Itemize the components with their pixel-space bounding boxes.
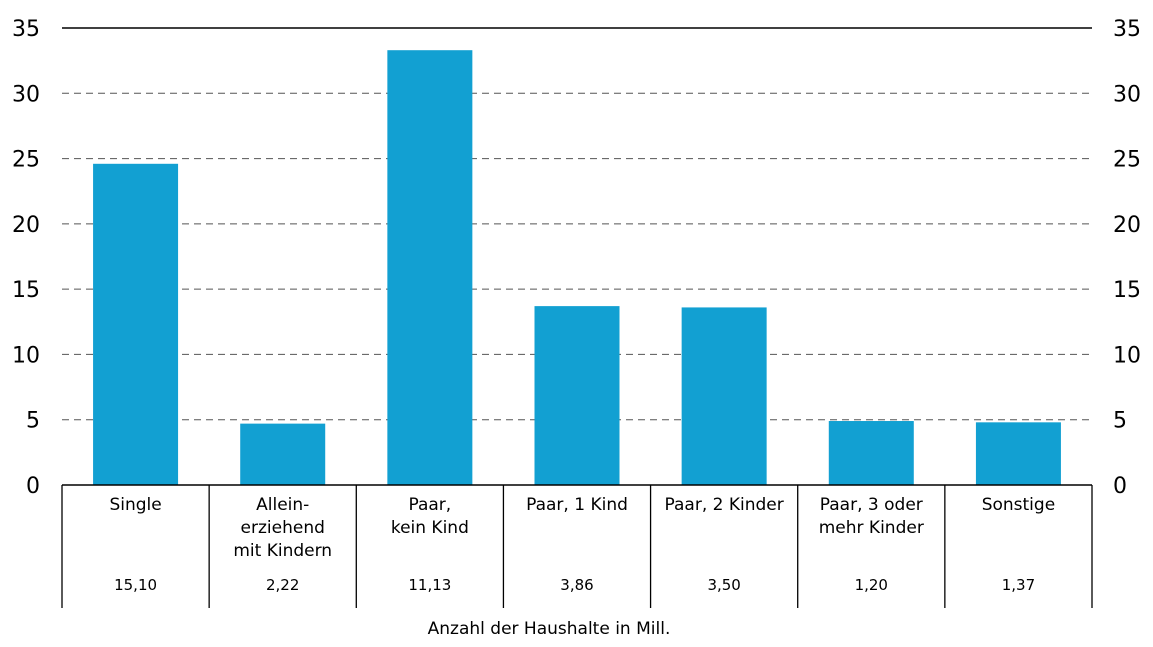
x-axis-label: Anzahl der Haushalte in Mill. — [428, 619, 671, 639]
category-label: Paar, — [408, 495, 451, 515]
household-count-label: 15,10 — [114, 576, 157, 594]
y-tick-label-left: 10 — [12, 343, 40, 368]
y-tick-label-right: 10 — [1113, 343, 1141, 368]
y-tick-label-left: 20 — [12, 213, 40, 238]
category-label: Paar, 1 Kind — [526, 495, 628, 515]
category-label: Sonstige — [982, 495, 1055, 515]
y-tick-label-right: 0 — [1113, 474, 1127, 499]
household-count-label: 3,50 — [707, 576, 740, 594]
category-label: Paar, 2 Kinder — [665, 495, 784, 515]
household-count-label: 11,13 — [408, 576, 451, 594]
category-label: erziehend — [241, 518, 325, 538]
bar — [387, 50, 473, 485]
y-tick-label-left: 35 — [12, 17, 40, 42]
y-tick-label-right: 30 — [1113, 82, 1141, 107]
category-label: Paar, 3 oder — [820, 495, 923, 515]
bar — [93, 163, 179, 485]
category-label: Single — [109, 495, 161, 515]
y-tick-label-right: 20 — [1113, 213, 1141, 238]
bar — [828, 421, 914, 485]
category-label: mit Kindern — [233, 541, 332, 561]
y-tick-label-right: 35 — [1113, 17, 1141, 42]
category-label: mehr Kinder — [819, 518, 924, 538]
category-label: kein Kind — [391, 518, 469, 538]
bar — [240, 423, 326, 485]
y-tick-label-right: 15 — [1113, 278, 1141, 303]
y-tick-label-left: 0 — [26, 474, 40, 499]
bar — [534, 306, 620, 485]
y-tick-label-left: 25 — [12, 148, 40, 173]
y-tick-label-left: 15 — [12, 278, 40, 303]
household-count-label: 1,20 — [855, 576, 888, 594]
category-label: Allein- — [256, 495, 309, 515]
bar — [681, 307, 767, 485]
household-count-label: 2,22 — [266, 576, 299, 594]
y-tick-label-right: 5 — [1113, 409, 1127, 434]
bar — [975, 422, 1061, 485]
y-tick-label-left: 30 — [12, 82, 40, 107]
y-tick-label-left: 5 — [26, 409, 40, 434]
y-tick-label-right: 25 — [1113, 148, 1141, 173]
household-count-label: 3,86 — [560, 576, 593, 594]
household-count-label: 1,37 — [1002, 576, 1035, 594]
